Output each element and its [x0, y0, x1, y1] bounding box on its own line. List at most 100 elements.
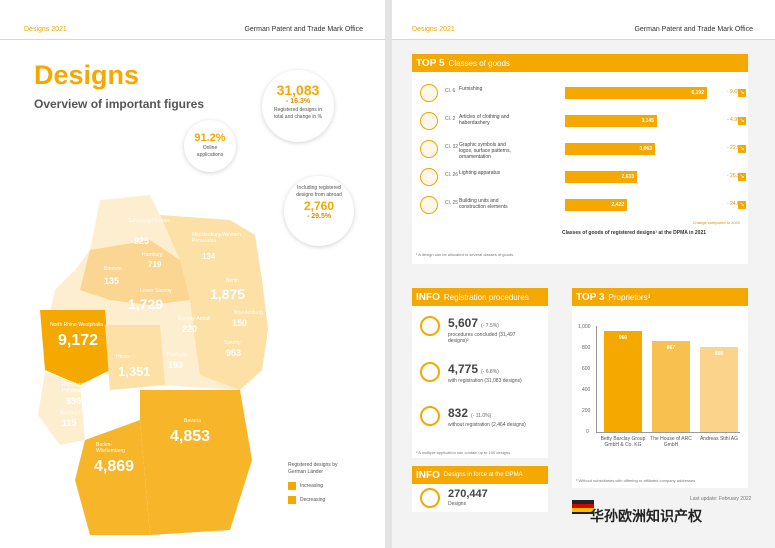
arrow-down-icon: ↘ — [738, 201, 746, 209]
legend-decreasing: Decreasing — [288, 496, 348, 504]
abroad-value: 2,760 — [303, 199, 335, 213]
info2-text: Designs — [448, 501, 467, 507]
region-name: Mecklenburg-Western Pomerania — [192, 232, 241, 244]
info-value: 4,775 (- 6.8%) — [448, 362, 499, 376]
region-value: 953 — [226, 348, 242, 358]
online-text: Online applications — [196, 145, 224, 158]
top5-row: Cl. 25 Building units and construction e… — [412, 194, 748, 220]
y-axis — [596, 326, 597, 432]
online-bubble: 91.2% Online applications — [184, 120, 236, 172]
header-org: German Patent and Trade Mark Office — [244, 26, 363, 33]
class-value: 2,633 — [621, 174, 634, 180]
registered-value: 31,083 — [276, 82, 320, 98]
top3-panel: TOP 3 Proprietors³ 1,000 800 600 400 200… — [572, 288, 748, 488]
region-value: 4,869 — [94, 458, 135, 475]
region-value: 220 — [182, 324, 198, 334]
registered-bubble: 31,083 - 16.3% Registered designs in tot… — [262, 70, 334, 142]
region-value: 115 — [62, 418, 77, 428]
info-text: without registration (2,464 designs) — [448, 422, 526, 428]
watermark-text: 华孙欧洲知识产权 — [590, 508, 702, 524]
top5-row: Cl. 2 Articles of clothing and haberdash… — [412, 110, 748, 136]
top3-title: Proprietors³ — [608, 292, 651, 302]
proprietor-bar: 960 — [604, 331, 642, 432]
region-name: Hesse — [116, 354, 131, 360]
arrow-down-icon: ↘ — [738, 173, 746, 181]
region-value: 134 — [202, 252, 216, 261]
top5-note: Change compared to 2020 — [692, 220, 740, 225]
legend-increasing-label: Increasing — [300, 482, 324, 489]
class-bar: 2,422 — [565, 199, 627, 211]
proprietor-bar: 867 — [652, 341, 690, 432]
arrow-down-icon: ↘ — [738, 145, 746, 153]
legend-title: Registered designs by German Länder — [288, 462, 338, 475]
abroad-text: Including registered designs from abroad — [296, 185, 342, 198]
class-desc: Lighting apparatus — [459, 170, 501, 176]
region-name: Bremen — [104, 266, 122, 272]
info2-title: Designs in force at the DPMA — [443, 472, 523, 478]
class-bar: 2,633 — [565, 171, 637, 183]
class-bar: 6,192 — [565, 87, 707, 99]
region-value: 1,875 — [210, 286, 246, 302]
region-name: Baden-Württemberg — [96, 442, 125, 454]
class-value: 3,063 — [639, 146, 652, 152]
arrow-up-icon — [288, 482, 296, 490]
registered-change: - 16.3% — [285, 98, 311, 105]
info-value: 5,607 (- 7.5%) — [448, 316, 499, 330]
left-page: Designs 2021 German Patent and Trade Mar… — [0, 0, 385, 548]
top3-label: TOP 3 — [576, 291, 605, 303]
bar-value: 808 — [714, 351, 724, 357]
page-gutter — [385, 0, 392, 548]
class-value: 3,145 — [641, 118, 654, 124]
region-name: Berlin — [226, 278, 239, 284]
y-tick: 200 — [582, 408, 591, 414]
bar-value: 867 — [666, 345, 676, 351]
region-name: Saxony — [224, 340, 241, 346]
region-value: 1,351 — [118, 364, 151, 379]
lamp-icon — [420, 168, 438, 186]
top5-footnote: ¹ A design can be allocated to several c… — [416, 252, 515, 257]
info-header: INFO Registration procedures — [412, 288, 548, 306]
info2-panel: INFO Designs in force at the DPMA 270,44… — [412, 466, 548, 512]
hand-stop-icon — [420, 406, 440, 426]
legend-decreasing-label: Decreasing — [300, 496, 326, 503]
arrow-down-icon: ↘ — [738, 89, 746, 97]
class-value: 6,192 — [691, 90, 704, 96]
top5-label: TOP 5 — [416, 57, 445, 69]
class-desc: Articles of clothing and haberdashery — [459, 114, 510, 126]
y-tick: 0 — [586, 429, 589, 435]
class-code: Cl. 26 — [445, 172, 459, 178]
class-code: Cl. 32 — [445, 144, 459, 150]
document-icon — [420, 488, 440, 508]
info-title: Registration procedures — [443, 292, 529, 302]
germany-map — [38, 195, 268, 535]
region-name: Hamburg — [142, 252, 163, 258]
top5-header: TOP 5 Classes of goods — [412, 54, 748, 72]
top5-row: Cl. 26 Lighting apparatus 2,633 - 26.9% … — [412, 166, 748, 192]
region-value: 1,729 — [128, 296, 164, 312]
region-value: 930 — [66, 396, 82, 406]
arrow-down-icon — [288, 496, 296, 504]
right-page: Designs 2021 German Patent and Trade Mar… — [392, 0, 775, 548]
class-desc: Building units and construction elements — [459, 198, 508, 210]
region-value: 193 — [168, 360, 184, 370]
region-value: 150 — [232, 318, 248, 328]
ornament-icon — [420, 140, 438, 158]
class-desc: Furnishing — [459, 86, 483, 92]
class-value: 2,422 — [611, 202, 624, 208]
info2-header: INFO Designs in force at the DPMA — [412, 466, 548, 484]
clothing-icon — [420, 112, 438, 130]
info2-label: INFO — [416, 469, 440, 481]
registered-text: Registered designs in total and change i… — [273, 107, 323, 120]
bar-category: The House of ARC GmbH — [650, 436, 692, 448]
y-tick: 800 — [582, 345, 591, 351]
top5-title: Classes of goods — [448, 58, 510, 68]
bar-value: 960 — [618, 335, 628, 341]
region-value: 9,172 — [58, 332, 99, 349]
abroad-bubble: Including registered designs from abroad… — [284, 176, 354, 246]
header-tag: Designs 2021 — [412, 26, 455, 33]
top3-footnote: ³ Without subsidiaries with differing or… — [576, 478, 696, 483]
class-bar: 3,145 — [565, 115, 657, 127]
top5-rows: Cl. 6 Furnishing 6,192 - 9.6% ↘ Cl. 2 Ar… — [412, 82, 748, 222]
info-value: 832 (- 11.0%) — [448, 406, 492, 420]
region-name: Schleswig-Holstein — [128, 218, 171, 224]
